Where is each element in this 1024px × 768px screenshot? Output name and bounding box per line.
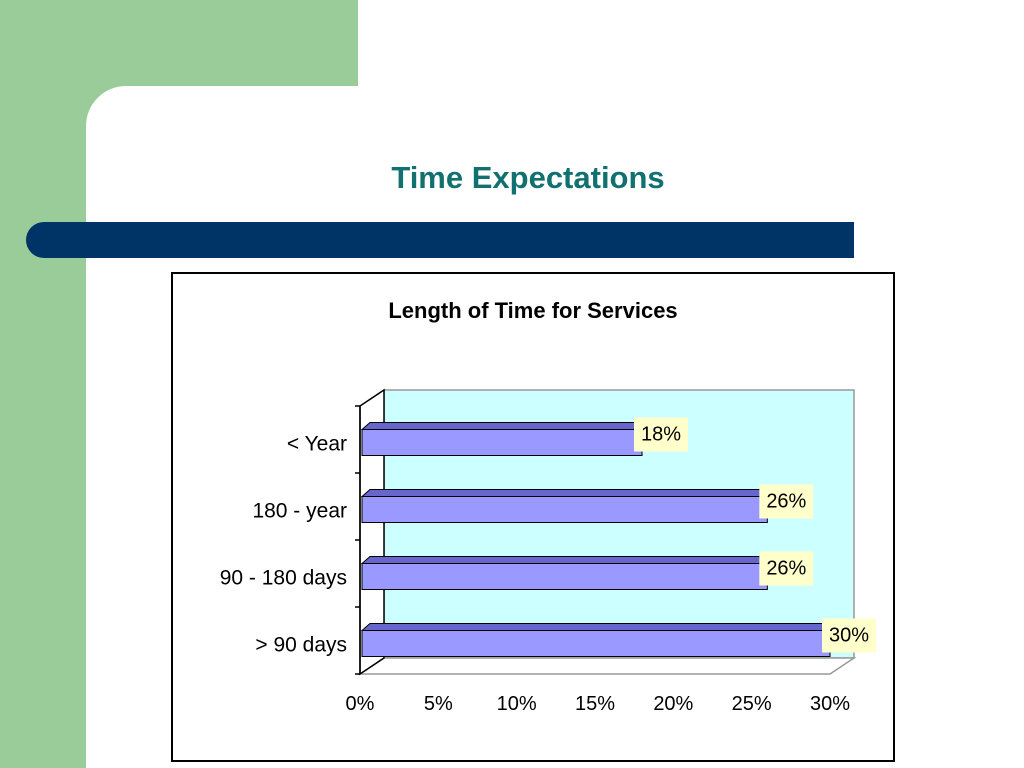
bar-top-face [360, 422, 652, 430]
bar: 26% [360, 551, 814, 590]
plot-area [355, 388, 857, 676]
category-label: 180 - year [252, 500, 347, 523]
bar: 18% [360, 417, 688, 456]
value-tick-label: 20% [653, 693, 693, 715]
bar-front-face [361, 563, 768, 590]
bar-top-face [360, 556, 777, 564]
data-label: 18% [641, 424, 681, 446]
title-underline-bar [26, 222, 854, 258]
bar: 30% [360, 618, 876, 657]
bar-front-face [361, 496, 768, 523]
value-tick-label: 0% [346, 693, 375, 715]
category-label: > 90 days [255, 634, 347, 657]
data-label-box [759, 484, 814, 519]
plot-floor [357, 657, 857, 675]
slide-title: Time Expectations [391, 160, 665, 195]
bar-front-face [361, 630, 831, 657]
value-tick-label: 15% [575, 693, 615, 715]
bars: 18% 26% 26% 30% [360, 417, 876, 657]
value-tick-label: 10% [497, 693, 537, 715]
value-tick-label: 25% [732, 693, 772, 715]
data-label: 30% [829, 625, 869, 647]
category-axis-labels: < Year 180 - year 90 - 180 days > 90 days [220, 433, 347, 657]
bar-top-face [360, 489, 777, 497]
data-label-box [759, 551, 814, 586]
bar-top-face [360, 623, 840, 631]
category-label: < Year [287, 433, 347, 456]
bar-chart: Length of Time for Services 18% 26% 26% 30%… [220, 298, 876, 715]
data-label: 26% [766, 491, 806, 513]
chart-frame: Length of Time for Services 18% 26% 26% 30%… [171, 272, 895, 762]
data-label-box [634, 417, 688, 452]
category-label: 90 - 180 days [220, 567, 347, 590]
value-tick-label: 5% [424, 693, 453, 715]
bar: 26% [360, 484, 814, 523]
data-label-box [822, 618, 876, 653]
chart-title: Length of Time for Services [388, 298, 677, 323]
bar-front-face [361, 429, 643, 456]
data-label: 26% [766, 558, 806, 580]
value-axis-labels: 0% 5% 10% 15% 20% 25% 30% [346, 693, 851, 715]
value-tick-label: 30% [810, 693, 850, 715]
